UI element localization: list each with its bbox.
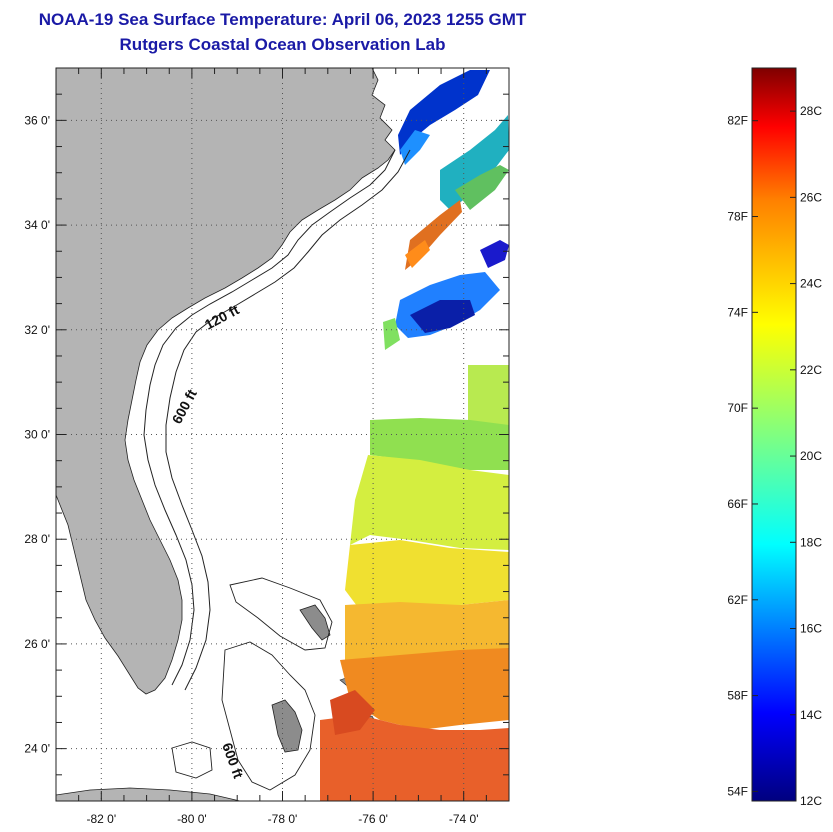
lat-tick-label: 30 0': [24, 428, 50, 442]
lon-tick-label: -76 0': [358, 812, 388, 826]
lat-tick-label: 26 0': [24, 637, 50, 651]
lat-tick-label: 24 0': [24, 742, 50, 756]
bank-outline-little-bahama: [229, 577, 333, 651]
land-cuba: [56, 787, 241, 801]
colorbar-label-celsius: 14C: [800, 708, 822, 722]
colorbar-label-celsius: 28C: [800, 104, 822, 118]
colorbar-label-fahrenheit: 74F: [727, 305, 748, 319]
colorbar-label-fahrenheit: 62F: [727, 593, 748, 607]
colorbar-label-fahrenheit: 70F: [727, 401, 748, 415]
lat-tick-label: 32 0': [24, 323, 50, 337]
contour-120ft: [143, 149, 396, 686]
land-bahamas-abaco: [299, 604, 331, 641]
colorbar-label-celsius: 16C: [800, 622, 822, 636]
colorbar: [751, 67, 797, 802]
colorbar-label-celsius: 22C: [800, 363, 822, 377]
chart-title: NOAA-19 Sea Surface Temperature: April 0…: [38, 10, 527, 29]
lat-tick-label: 36 0': [24, 113, 50, 127]
land-bahamas-andros: [271, 699, 303, 753]
lon-tick-label: -80 0': [177, 812, 207, 826]
lat-tick-label: 28 0': [24, 532, 50, 546]
land-southeast-us: [56, 68, 396, 695]
colorbar-label-celsius: 24C: [800, 277, 822, 291]
graticule: [56, 68, 509, 801]
lon-tick-label: -78 0': [268, 812, 298, 826]
colorbar-label-fahrenheit: 54F: [727, 784, 748, 798]
bank-outline-great-bahama: [221, 641, 316, 791]
colorbar-label-celsius: 12C: [800, 794, 822, 808]
lat-tick-label: 34 0': [24, 218, 50, 232]
colorbar-label-celsius: 18C: [800, 535, 822, 549]
axis-ticks: [55, 67, 510, 802]
sst-patches: [320, 70, 509, 801]
lon-tick-label: -82 0': [86, 812, 116, 826]
colorbar-label-celsius: 20C: [800, 449, 822, 463]
lon-tick-label: -74 0': [449, 812, 479, 826]
colorbar-label-fahrenheit: 58F: [727, 689, 748, 703]
contour-600ft: [165, 149, 411, 691]
colorbar-label-fahrenheit: 78F: [727, 210, 748, 224]
chart-subtitle: Rutgers Coastal Ocean Observation Lab: [119, 35, 446, 54]
colorbar-label-celsius: 26C: [800, 190, 822, 204]
axis-tick-labels: -82 0' -80 0' -78 0' -76 0' -74 0' 36 0' 34 0'…: [24, 113, 478, 826]
colorbar-labels: 28C 26C 24C 22C 20C 18C 16C 14C 12C 82F 78F 74F 70F 6…: [727, 104, 822, 808]
colorbar-label-fahrenheit: 66F: [727, 497, 748, 511]
bank-outline-cay-sal: [171, 741, 213, 779]
colorbar-label-fahrenheit: 82F: [727, 114, 748, 128]
colorbar-ticks: [752, 110, 796, 802]
